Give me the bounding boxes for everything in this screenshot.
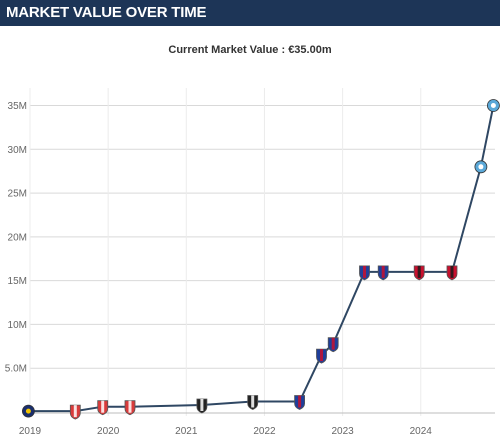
crest-stripe: [200, 399, 204, 411]
y-tick-label: 5.0M: [5, 364, 27, 375]
crest-stripe: [320, 349, 323, 362]
data-point: [413, 265, 425, 281]
x-tick-label: 2020: [97, 426, 120, 437]
y-tick-label: 25M: [8, 189, 27, 200]
axes: 5.0M 10M 15M 20M 25M 30M 35M 2019 2020 2021 2022 20…: [5, 101, 495, 437]
chart-header: MARKET VALUE OVER TIME: [0, 0, 500, 26]
data-point: [359, 265, 370, 281]
x-tick-label: 2021: [175, 426, 198, 437]
crest-stripe: [363, 265, 366, 278]
data-point: [97, 400, 109, 416]
y-tick-label: 15M: [8, 276, 27, 287]
series-line: [28, 105, 495, 413]
data-point: [21, 404, 35, 418]
data-point: [474, 160, 488, 174]
series-line-path: [28, 105, 495, 413]
crest-stripe: [450, 265, 454, 278]
data-point: [69, 404, 81, 420]
crest-center: [478, 164, 484, 170]
crest-stripe: [251, 395, 255, 408]
x-tick-label: 2019: [19, 426, 42, 437]
data-point: [294, 395, 306, 410]
grid-lines: [29, 88, 495, 416]
y-tick-label: 10M: [8, 320, 27, 331]
crest-stripe: [101, 400, 105, 413]
data-point: [196, 398, 208, 414]
y-tick-label: 30M: [8, 145, 27, 156]
chart-title: MARKET VALUE OVER TIME: [6, 4, 207, 21]
data-point: [377, 265, 389, 281]
data-point: [124, 400, 136, 416]
crest-stripe: [73, 405, 77, 418]
chart-subtitle: Current Market Value : €35.00m: [168, 44, 332, 56]
y-tick-label: 20M: [8, 232, 27, 243]
data-point: [327, 337, 339, 353]
y-tick-label: 35M: [8, 101, 27, 112]
crest-stripe: [381, 265, 385, 278]
crest-stripe: [128, 400, 132, 413]
crest-stripe: [331, 337, 335, 350]
crest-center: [490, 103, 496, 108]
crest-center: [25, 408, 31, 414]
data-point: [247, 395, 259, 410]
x-tick-label: 2024: [410, 426, 433, 437]
x-tick-label: 2023: [331, 426, 354, 437]
data-point: [316, 348, 327, 364]
data-point: [486, 99, 500, 112]
data-point: [446, 265, 458, 281]
data-points: [21, 99, 500, 420]
crest-stripe: [417, 265, 421, 278]
x-tick-label: 2022: [253, 426, 276, 437]
crest-stripe: [298, 395, 302, 408]
